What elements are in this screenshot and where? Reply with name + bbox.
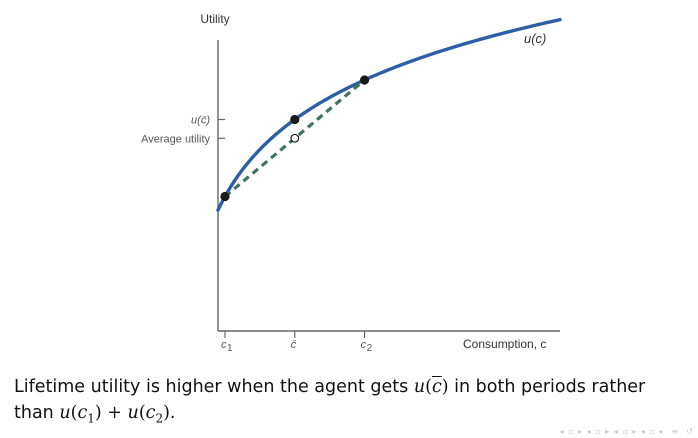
point-c2 (359, 75, 370, 85)
caption-lparen: ( (425, 377, 432, 397)
caption: Lifetime utility is higher when the agen… (14, 374, 690, 432)
data-points (220, 75, 370, 202)
caption-rparen-3: ) (163, 403, 170, 423)
caption-lparen-3: ( (138, 403, 146, 423)
x-tick-sub-c1: 1 (227, 343, 233, 354)
caption-plus: + (101, 403, 128, 423)
caption-u: u (413, 377, 426, 397)
x-tick-label-c2: c (361, 339, 367, 351)
x-axis-title: Consumption, c (463, 337, 546, 351)
curve-label: u(c) (524, 31, 546, 46)
caption-u-c1: u (59, 403, 71, 423)
point-c1 (220, 191, 230, 202)
caption-rparen-2: ) (94, 403, 102, 423)
x-tick-sub-c2: 2 (367, 343, 373, 354)
caption-sub-1: 1 (87, 411, 95, 426)
caption-text-3: than (14, 403, 60, 423)
caption-c1: c (77, 403, 88, 423)
y-ticks: u(c̄) Average utility (141, 114, 225, 145)
point-cbar-on-curve (290, 114, 300, 125)
caption-cbar: c (431, 377, 442, 397)
caption-c2: c (145, 403, 156, 423)
caption-text-1: Lifetime utility is higher when the agen… (14, 377, 414, 397)
x-tick-label-c-bar: c̄ (291, 339, 297, 351)
point-average-utility (290, 133, 300, 143)
y-tick-label-u-cbar: u(c̄) (191, 114, 210, 126)
y-tick-label-average-utility: Average utility (141, 133, 210, 145)
beamer-navigation[interactable]: ◂ ▫ ▸ ◂ ▫ ▸ ◂ ▫ ▸ ◂ ▫ ▸ ≡ ↺ (559, 427, 694, 436)
caption-text-2: in both periods rather (448, 377, 646, 397)
utility-curve (216, 17, 562, 212)
caption-rparen: ) (441, 377, 449, 397)
caption-lparen-2: ( (70, 403, 78, 423)
caption-end: . (169, 403, 176, 423)
x-ticks: c 1 c̄ c 2 (221, 331, 373, 354)
x-tick-label-c1: c (221, 339, 227, 351)
utility-chart: Utility Consumption, c c 1 c̄ c 2 u(c̄)Avera… (141, 12, 562, 354)
caption-u-c2: u (127, 403, 139, 423)
y-axis-title: Utility (200, 12, 229, 26)
caption-sub-2: 2 (155, 411, 164, 426)
